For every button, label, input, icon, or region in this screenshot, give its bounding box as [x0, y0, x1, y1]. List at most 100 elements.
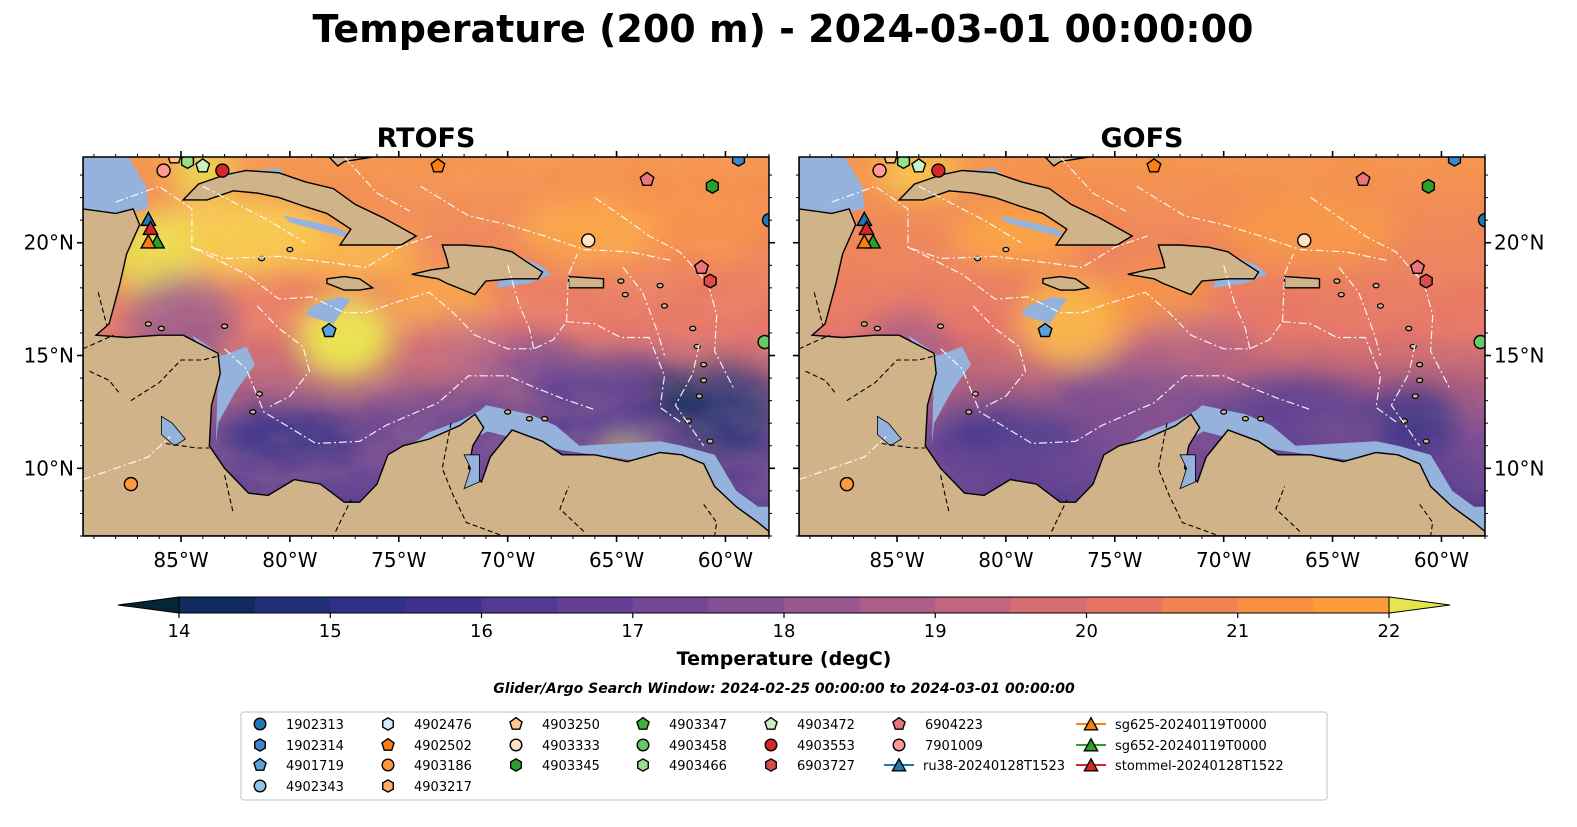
- eez-boundary: [83, 436, 171, 481]
- eez-boundary: [940, 348, 1311, 445]
- colorbar-segment: [935, 597, 1012, 613]
- lon-tick-label: 70°W: [480, 548, 535, 572]
- colorbar-segment: [557, 597, 634, 613]
- platform-marker-7901009: [156, 163, 171, 178]
- island: [1376, 303, 1385, 309]
- country-border: [441, 423, 504, 536]
- colorbar-segment: [1237, 597, 1314, 613]
- platform-marker-1902314: [731, 157, 746, 167]
- eez-boundary: [1059, 157, 1126, 212]
- legend-label: 4903472: [797, 718, 855, 733]
- platform-marker-6904223: [1409, 259, 1426, 275]
- legend-label: 4903466: [669, 759, 727, 774]
- legend: 1902313 1902314 4901719 4902343 4902476 49025…: [240, 711, 1328, 801]
- eez-boundary: [1390, 344, 1421, 447]
- lat-tick-label: 10°N: [1494, 456, 1544, 480]
- platform-marker-6904223-b: [1355, 171, 1371, 187]
- eez-boundary: [1310, 197, 1451, 390]
- legend-label: 4901719: [286, 759, 344, 774]
- island: [1002, 246, 1010, 253]
- eez-boundary: [202, 185, 306, 244]
- platform-marker-4903186: [123, 476, 139, 492]
- colorbar-tick-label: 21: [1226, 621, 1249, 642]
- colorbar-segment: [784, 597, 861, 613]
- land-puertoRico: [567, 275, 605, 289]
- lon-tick-label: 60°W: [1414, 548, 1469, 572]
- legend-label: 4903458: [669, 739, 727, 754]
- colorbar-segment: [179, 597, 256, 613]
- colorbar-segment: [481, 597, 558, 613]
- platform-marker-4903250: [167, 157, 182, 164]
- platform-marker-4902502: [1146, 158, 1162, 173]
- legend-label: 4903345: [542, 759, 600, 774]
- island: [706, 438, 714, 445]
- lat-tick-label: 20°N: [1494, 231, 1544, 255]
- island: [286, 246, 294, 253]
- island: [1257, 415, 1265, 422]
- legend-label: sg625-20240119T0000: [1115, 718, 1267, 733]
- land-puertoRico: [1283, 275, 1321, 289]
- platform-marker-4903345: [1421, 178, 1435, 194]
- shallow-shelf: [799, 157, 865, 221]
- platform-marker-4903466: [180, 157, 195, 170]
- country-border: [130, 354, 221, 402]
- land-centralAmerica: [799, 157, 1485, 536]
- country-border: [1275, 486, 1301, 532]
- lake: [877, 415, 903, 447]
- platform-marker-4901719: [1037, 322, 1053, 338]
- legend-marker-4903345: [510, 758, 522, 772]
- figure-title: Temperature (200 m) - 2024-03-01 00:00:0…: [312, 7, 1253, 51]
- legend-marker-1902314: [254, 738, 266, 752]
- eez-boundary: [224, 348, 595, 445]
- map-frame: [82, 156, 770, 537]
- shallow-shelf: [1180, 405, 1485, 536]
- eez-boundary: [1223, 265, 1251, 349]
- platform-marker-sg625-20240119T0000: [139, 233, 157, 249]
- colorbar-segment: [1313, 597, 1390, 613]
- lon-tick-label: 60°W: [698, 548, 753, 572]
- eez-boundary: [343, 157, 410, 212]
- land-bahamas: [328, 157, 373, 167]
- colorbar-tick-label: 20: [1075, 621, 1098, 642]
- lon-tick-label: 85°W: [153, 548, 208, 572]
- island: [621, 291, 629, 298]
- island: [971, 391, 980, 397]
- platform-marker-4903553: [215, 163, 230, 178]
- lat-tick-label: 15°N: [1494, 344, 1544, 368]
- country-border: [881, 442, 926, 449]
- eez-boundary: [507, 265, 535, 349]
- platform-marker-stommel-20240128T1522: [142, 219, 159, 236]
- land-hispaniola: [1127, 244, 1260, 296]
- land-cuba: [181, 169, 418, 246]
- land-cuba: [897, 169, 1134, 246]
- legend-box: [240, 711, 1328, 801]
- island: [1411, 393, 1419, 399]
- legend-label: 4902476: [414, 718, 472, 733]
- island: [936, 323, 945, 329]
- island: [1405, 325, 1413, 332]
- colorbar: 14 15 16 17 18 19 20 21 22: [117, 596, 1451, 642]
- platform-marker-1902313: [761, 212, 769, 228]
- map-panel-rtofs: RTOFS 85°W 80°W 75°W 70°W 65°W 60°W 20°N 15°N 10°…: [24, 123, 775, 572]
- lon-tick-label: 75°W: [371, 548, 426, 572]
- island: [525, 415, 534, 422]
- legend-marker-sg652-20240119T0000: [1083, 737, 1099, 752]
- country-border: [224, 474, 234, 514]
- legend-label: ru38-20240128T1523: [923, 759, 1065, 774]
- colorbar-segment: [405, 597, 483, 613]
- colorbar-segment: [1010, 597, 1088, 613]
- platform-marker-4903250: [883, 157, 898, 164]
- legend-label: 4902343: [286, 780, 344, 795]
- legend-marker-4903250: [509, 716, 523, 730]
- lake: [463, 454, 480, 490]
- eez-boundary: [594, 197, 735, 390]
- platform-marker-stommel-20240128T1522: [858, 219, 875, 236]
- colorbar-segment: [254, 597, 331, 613]
- country-border: [813, 292, 824, 327]
- country-border: [1051, 499, 1068, 532]
- colorbar-label: Temperature (degC): [677, 648, 892, 670]
- legend-marker-4902343: [253, 779, 267, 793]
- country-border: [805, 370, 837, 395]
- eez-boundary: [622, 267, 666, 356]
- eez-boundary: [566, 321, 683, 424]
